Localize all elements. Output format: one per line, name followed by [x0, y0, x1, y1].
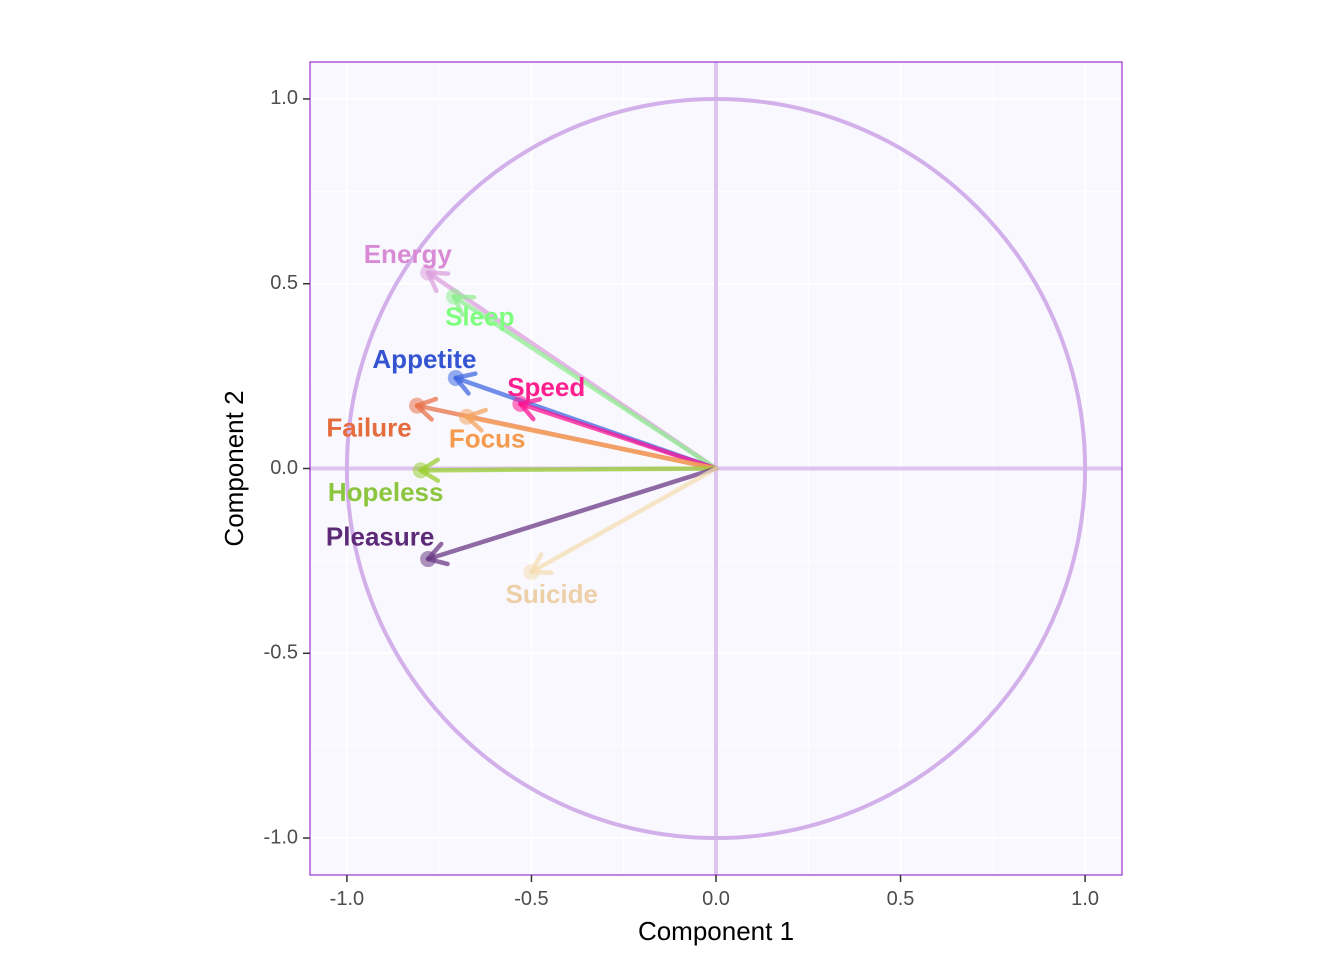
- arrow-suicide: [523, 466, 719, 580]
- label-sleep: Sleep: [445, 302, 514, 332]
- label-focus: Focus: [449, 424, 526, 454]
- arrow-hopeless: [412, 457, 719, 483]
- y-axis-title: Component 2: [219, 390, 249, 546]
- arrow-line-hopeless: [418, 466, 719, 473]
- arrow-point-hopeless: [412, 462, 429, 479]
- arrow-point-focus: [458, 408, 475, 425]
- x-axis-title: Component 1: [638, 916, 794, 946]
- x-tick-label: 1.0: [1071, 888, 1099, 910]
- y-tick-label: -0.5: [264, 642, 298, 664]
- arrow-sleep: [445, 288, 719, 471]
- arrow-focus: [458, 407, 719, 471]
- arrow-speed: [512, 395, 719, 471]
- y-tick-label: 0.0: [270, 457, 298, 479]
- x-tick-label: -0.5: [514, 888, 548, 910]
- label-speed: Speed: [507, 372, 585, 402]
- arrow-line-speed: [518, 401, 719, 471]
- x-tick-label: 0.5: [887, 888, 915, 910]
- label-failure: Failure: [326, 413, 411, 443]
- arrow-point-speed: [512, 395, 529, 412]
- label-pleasure: Pleasure: [326, 522, 434, 552]
- arrow-point-pleasure: [420, 551, 437, 568]
- arrow-line-suicide: [529, 466, 719, 575]
- y-tick-label: 0.5: [270, 272, 298, 294]
- x-tick-label: 0.0: [702, 888, 730, 910]
- axes-layer: -1.0 -0.5 0.0 0.5 1.0 -1.0 -0.5 0.0 0.5 1.0: [264, 87, 1099, 910]
- arrow-pleasure: [420, 466, 719, 568]
- x-tick-label: -1.0: [330, 888, 364, 910]
- arrow-point-energy: [420, 264, 437, 281]
- label-appetite: Appetite: [372, 344, 476, 374]
- arrow-line-pleasure: [425, 466, 719, 562]
- variable-labels-layer: Energy Sleep Appetite Speed Failure FocusHope…: [326, 239, 598, 609]
- label-energy: Energy: [364, 239, 453, 269]
- arrow-point-appetite: [447, 369, 464, 386]
- label-suicide: Suicide: [506, 579, 598, 609]
- arrows-layer: [409, 264, 719, 580]
- arrow-line-sleep: [451, 294, 719, 471]
- unit-circle: [344, 96, 1088, 841]
- arrow-line-focus: [464, 414, 719, 471]
- arrow-point-failure: [409, 397, 426, 414]
- arrow-point-sleep: [445, 288, 462, 305]
- arrow-point-suicide: [523, 563, 540, 580]
- y-tick-label: 1.0: [270, 87, 298, 109]
- y-tick-label: -1.0: [264, 826, 298, 848]
- label-hopeless: Hopeless: [328, 477, 444, 507]
